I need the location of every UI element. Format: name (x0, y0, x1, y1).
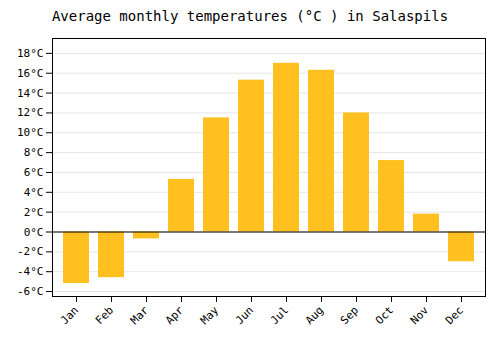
svg-text:-4°C: -4°C (17, 265, 44, 278)
svg-text:12°C: 12°C (17, 106, 44, 119)
svg-text:2°C: 2°C (24, 206, 44, 219)
svg-text:Dec: Dec (443, 304, 466, 327)
svg-text:-6°C: -6°C (17, 285, 44, 298)
svg-text:Jan: Jan (58, 304, 81, 327)
svg-text:May: May (198, 303, 222, 327)
svg-text:Apr: Apr (163, 303, 187, 327)
svg-text:Oct: Oct (373, 304, 396, 327)
svg-text:18°C: 18°C (17, 47, 44, 60)
svg-text:Nov: Nov (408, 303, 432, 327)
svg-text:Aug: Aug (303, 304, 326, 327)
svg-text:8°C: 8°C (24, 146, 44, 159)
svg-text:10°C: 10°C (17, 126, 44, 139)
svg-text:16°C: 16°C (17, 67, 44, 80)
svg-text:-2°C: -2°C (17, 245, 44, 258)
svg-text:Sep: Sep (338, 304, 361, 327)
html-text:Average monthly temperatures (: Average monthly temperatures (°C ) in Sa… (51, 8, 449, 24)
svg-text:Jul: Jul (268, 304, 291, 327)
svg-text:Feb: Feb (93, 304, 116, 327)
svg-text:14°C: 14°C (17, 87, 44, 100)
svg-text:6°C: 6°C (24, 166, 44, 179)
svg-text:Jun: Jun (233, 304, 256, 327)
svg-text:4°C: 4°C (24, 186, 44, 199)
svg-text:0°C: 0°C (24, 226, 44, 239)
svg-text:Mar: Mar (128, 303, 152, 327)
